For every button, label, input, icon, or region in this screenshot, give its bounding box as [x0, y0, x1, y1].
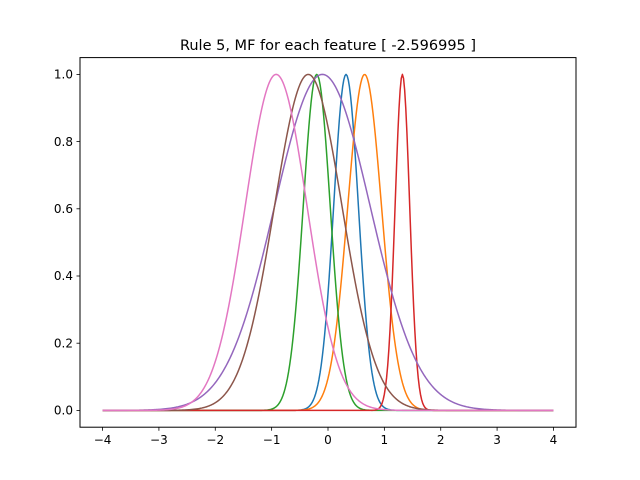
series-line-6: [102, 73, 554, 412]
series-line-7: [102, 73, 554, 412]
y-tick-label: 1.0: [54, 68, 73, 82]
axes-frame: [79, 57, 577, 428]
x-tick-label: 2: [437, 433, 445, 447]
x-axis: −4 −3 −2 −1 0 1 2 3 4: [94, 427, 558, 447]
x-tick-label: 1: [381, 433, 389, 447]
x-tick-label: −2: [206, 433, 224, 447]
y-tick-label: 0.0: [54, 404, 73, 418]
x-tick-label: −3: [150, 433, 168, 447]
y-axis: 0.0 0.2 0.4 0.6 0.8 1.0: [54, 68, 80, 418]
x-tick-label: 0: [324, 433, 332, 447]
y-tick-label: 0.8: [54, 135, 73, 149]
y-tick-label: 0.6: [54, 202, 73, 216]
y-tick-label: 0.2: [54, 336, 73, 350]
x-tick-label: 3: [493, 433, 501, 447]
y-tick-label: 0.4: [54, 269, 73, 283]
series-layer: [102, 73, 554, 412]
series-line-5: [102, 73, 554, 412]
x-tick-label: 4: [550, 433, 558, 447]
x-tick-label: −1: [263, 433, 281, 447]
x-tick-label: −4: [94, 433, 112, 447]
chart-title: Rule 5, MF for each feature [ -2.596995 …: [180, 38, 476, 54]
